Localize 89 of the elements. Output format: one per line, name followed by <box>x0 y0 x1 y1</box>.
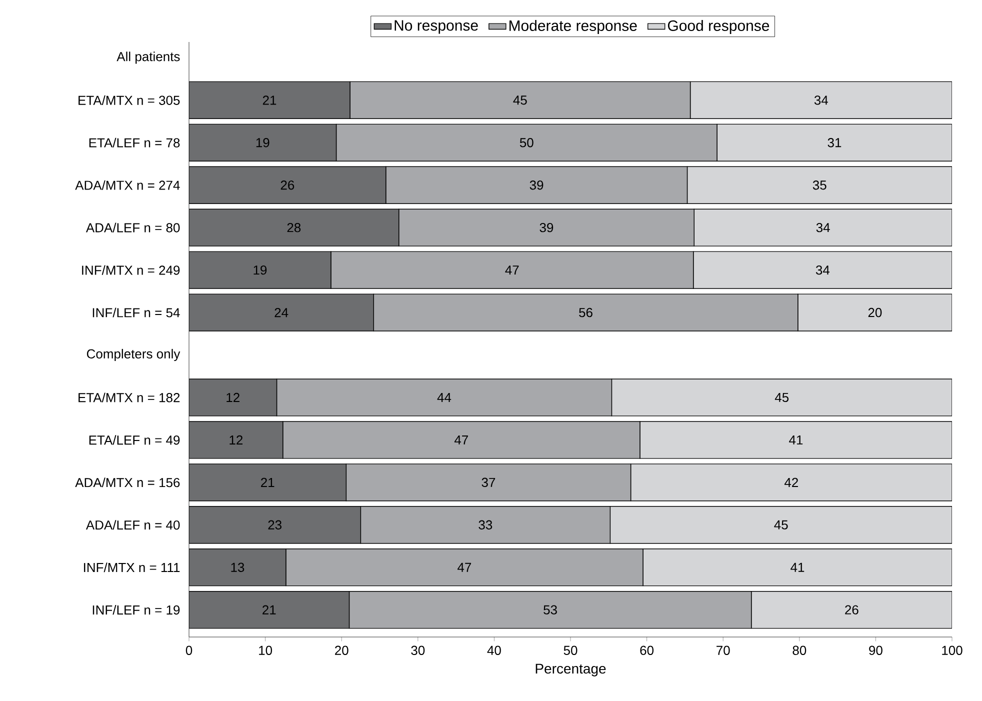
y-tick-label: INF/LEF n = 19 <box>92 605 180 615</box>
x-tick-label: 100 <box>942 646 962 655</box>
bar <box>642 548 952 586</box>
x-tick-label: 40 <box>487 646 501 655</box>
bar <box>189 548 286 586</box>
data-label: 44 <box>437 393 452 402</box>
bar <box>750 590 952 629</box>
data-label: 28 <box>287 222 301 232</box>
bar <box>189 590 350 629</box>
y-tick-label: INF/MTX n = 249 <box>82 265 180 275</box>
data-label: 34 <box>814 96 828 105</box>
data-label: 37 <box>482 478 496 488</box>
data-label: 19 <box>254 265 267 275</box>
x-tick-label: 30 <box>411 646 425 655</box>
data-label: 35 <box>812 180 826 190</box>
y-tick-label: All patients <box>116 52 180 64</box>
data-label: 39 <box>530 180 544 190</box>
bar <box>189 81 350 119</box>
data-label: 50 <box>520 138 534 148</box>
data-label: 41 <box>790 562 804 572</box>
x-tick-label: 20 <box>335 646 348 655</box>
data-label: 20 <box>868 308 882 318</box>
y-tick-label: ADA/LEF n = 40 <box>86 520 180 530</box>
data-label: 23 <box>268 520 282 530</box>
x-tick-label: 60 <box>640 646 654 655</box>
data-label: 39 <box>540 222 554 232</box>
y-tick-label: ADA/MTX n = 274 <box>75 180 180 190</box>
bar <box>189 294 374 332</box>
y-tick-label: ETA/MTX n = 305 <box>78 95 180 105</box>
x-tick-label: 90 <box>869 646 882 655</box>
bar <box>189 464 347 502</box>
data-label: 56 <box>579 308 592 318</box>
data-label: 47 <box>458 562 472 572</box>
data-label: 33 <box>478 520 492 530</box>
data-label: 45 <box>774 520 788 530</box>
bar <box>189 166 386 204</box>
bar <box>189 208 400 246</box>
bar <box>693 251 952 289</box>
bar <box>690 81 952 119</box>
data-label: 21 <box>261 478 274 487</box>
bar <box>630 464 952 502</box>
bar <box>189 506 362 544</box>
bar <box>611 378 952 416</box>
x-tick-label: 70 <box>716 646 730 655</box>
legend-label: No response <box>394 20 478 34</box>
x-axis-title: Percentage <box>536 664 606 676</box>
y-tick-label: ADA/LEF n = 80 <box>86 222 180 232</box>
bar <box>189 421 284 459</box>
y-tick-label: INF/LEF n = 54 <box>92 308 180 318</box>
data-label: 13 <box>231 562 244 572</box>
y-tick-label: ADA/MTX n = 156 <box>75 478 180 488</box>
data-label: 12 <box>230 435 243 444</box>
data-label: 34 <box>816 265 830 275</box>
data-label: 19 <box>256 138 270 148</box>
bar <box>189 124 337 162</box>
bar <box>640 421 952 459</box>
y-tick-label: Completers only <box>86 348 180 362</box>
data-label: 47 <box>454 435 468 444</box>
y-tick-label: ETA/LEF n = 78 <box>89 138 180 148</box>
x-tick-label: 0 <box>186 646 192 655</box>
x-tick-label: 50 <box>564 646 578 655</box>
data-label: 47 <box>505 266 519 275</box>
y-tick-label: ETA/LEF n = 49 <box>89 435 180 445</box>
bar <box>798 294 952 332</box>
bar <box>610 506 952 544</box>
data-label: 31 <box>828 138 842 148</box>
bar <box>189 378 278 416</box>
data-label: 21 <box>262 605 276 614</box>
x-tick-label: 10 <box>259 646 272 655</box>
bar <box>686 166 952 204</box>
bar <box>694 208 952 246</box>
data-label: 45 <box>774 392 789 402</box>
data-label: 42 <box>784 478 798 487</box>
data-label: 24 <box>274 308 288 318</box>
x-tick-label: 80 <box>792 646 806 655</box>
data-label: 26 <box>845 605 858 614</box>
data-label: 45 <box>513 96 527 105</box>
y-tick-label: ETA/MTX n = 182 <box>78 392 180 402</box>
bar <box>716 124 952 162</box>
data-label: 21 <box>262 96 276 105</box>
data-label: 41 <box>789 435 803 444</box>
y-tick-label: INF/MTX n = 111 <box>84 562 180 572</box>
legend-label: Good response <box>668 20 770 34</box>
data-label: 34 <box>816 222 830 232</box>
legend-label: Moderate response <box>510 20 637 34</box>
data-label: 26 <box>280 180 294 190</box>
data-label: 12 <box>226 392 240 402</box>
data-label: 53 <box>544 605 557 614</box>
bar <box>189 251 332 289</box>
